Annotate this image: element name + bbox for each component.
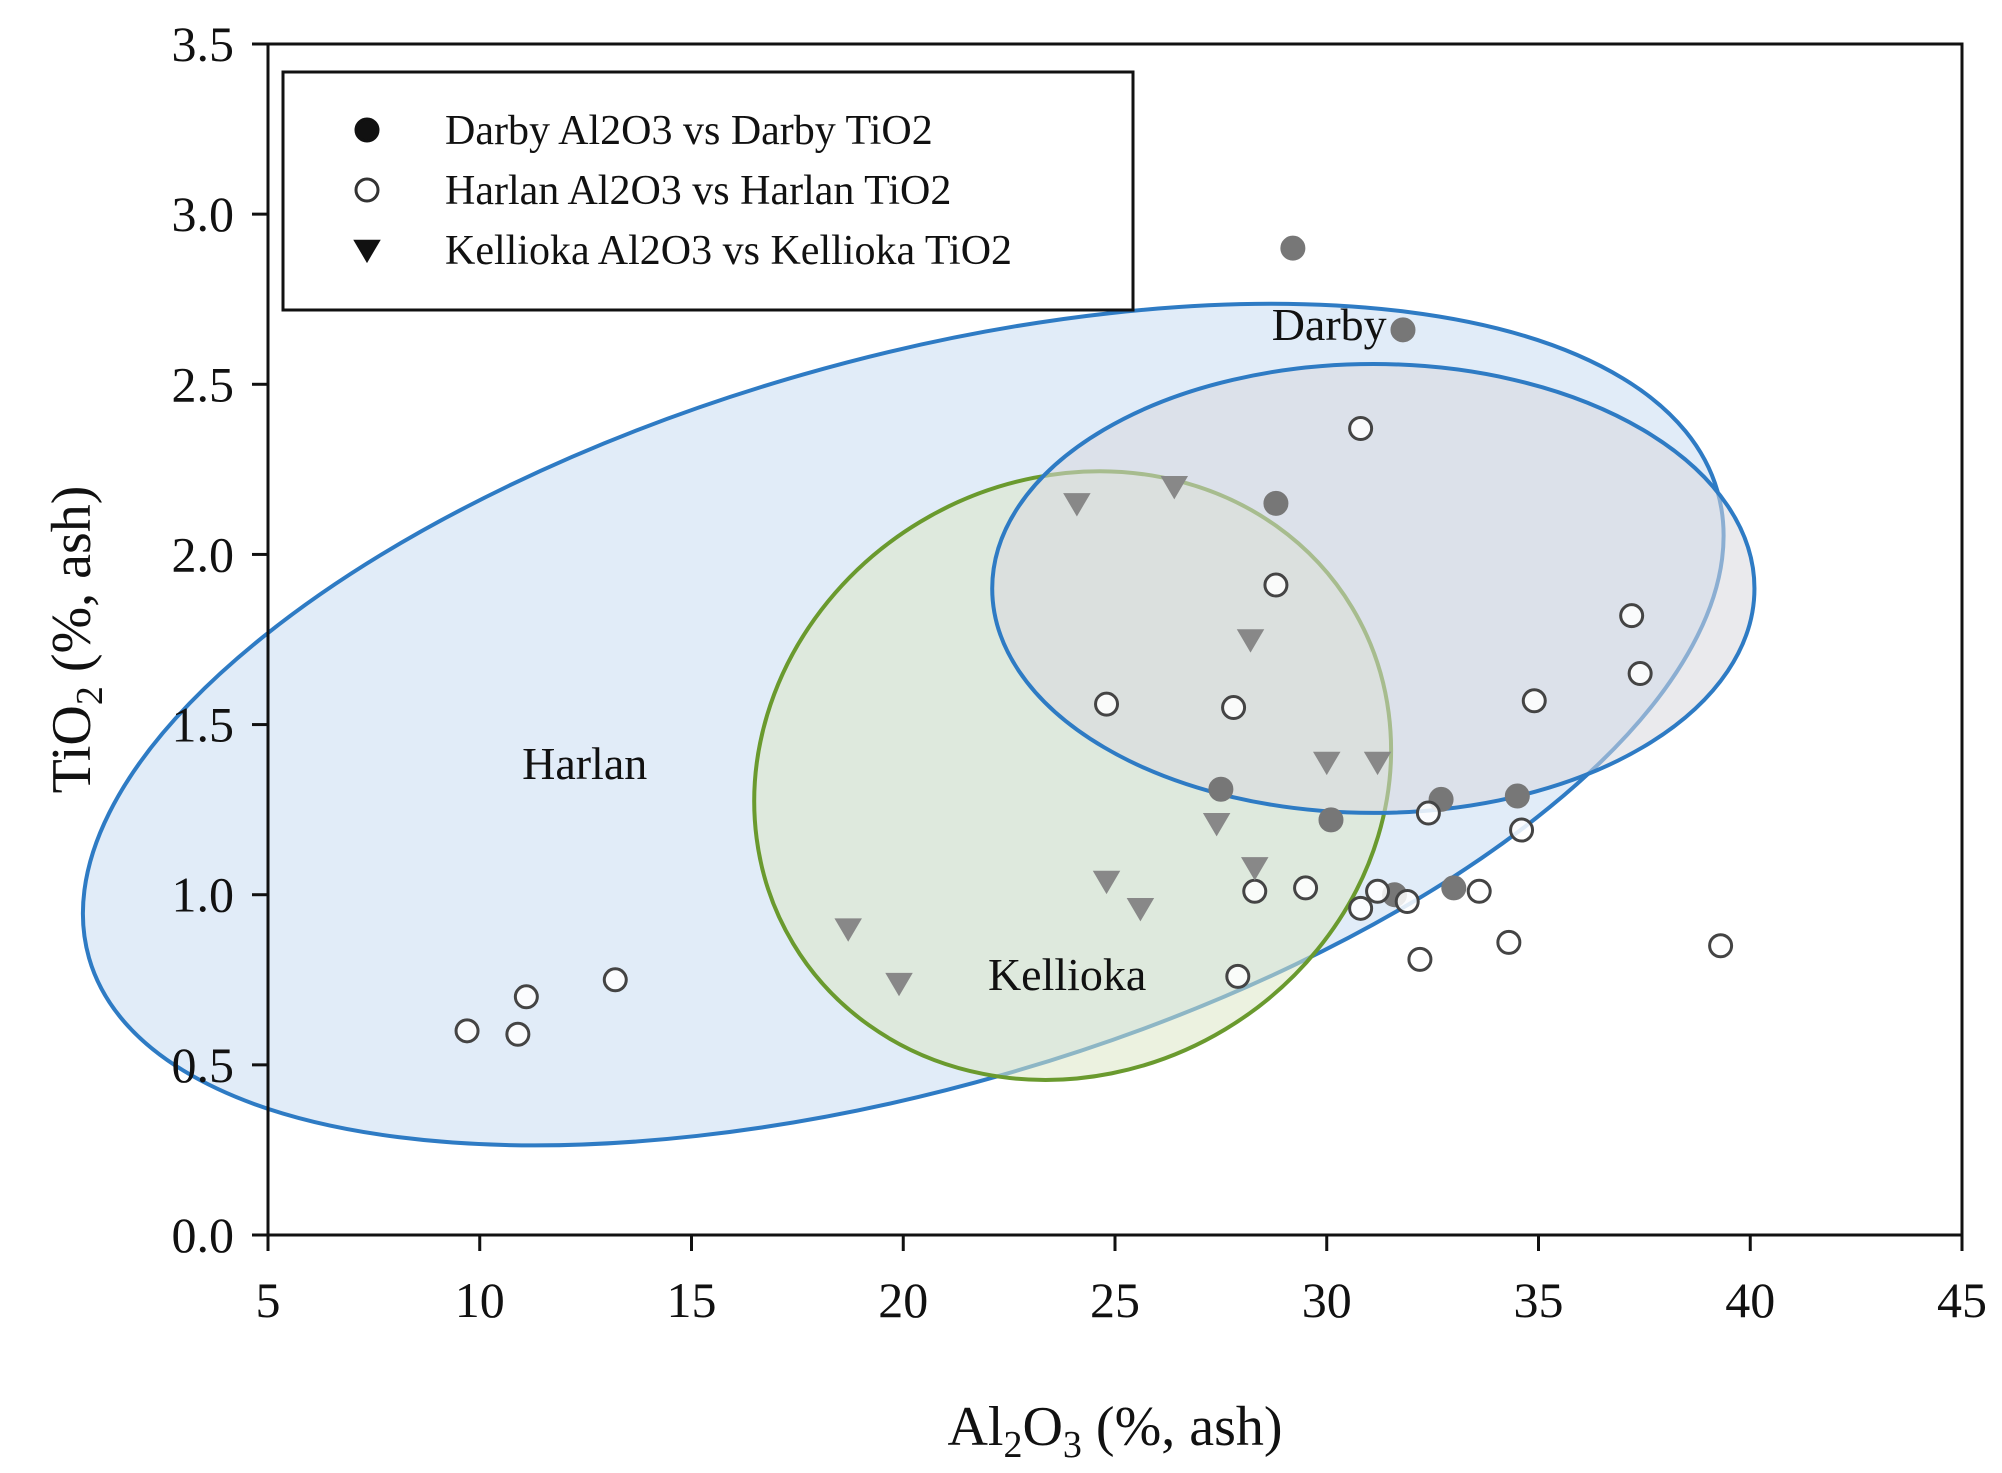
y-tick-label: 3.0: [172, 186, 235, 242]
legend-marker-darby: [354, 117, 380, 143]
point-harlan: [1094, 691, 1120, 717]
point-darby: [1280, 235, 1306, 261]
legend-item-kellioka: Kellioka Al2O3 vs Kellioka TiO2: [353, 228, 1012, 274]
region-ellipses: [80, 301, 1757, 1148]
point-harlan: [1407, 946, 1433, 972]
region-ellipse-darby: [990, 362, 1757, 815]
point-darby: [1263, 490, 1289, 516]
data-points: [454, 235, 1734, 1047]
point-darby: [1390, 317, 1416, 343]
point-kellioka: [1241, 857, 1269, 881]
series-darby: [1208, 235, 1530, 908]
legend-box: [281, 70, 1135, 312]
x-tick-label: 10: [455, 1272, 505, 1328]
legend-item-harlan: Harlan Al2O3 vs Harlan TiO2: [354, 168, 951, 214]
point-kellioka: [834, 918, 862, 942]
point-harlan: [1221, 695, 1247, 721]
point-harlan: [1365, 878, 1391, 904]
point-kellioka: [1363, 751, 1392, 776]
point-kellioka: [885, 972, 913, 997]
point-kellioka: [1160, 476, 1189, 500]
y-tick-label: 0.0: [172, 1207, 235, 1263]
point-kellioka: [1092, 870, 1121, 895]
point-kellioka: [1063, 493, 1091, 517]
point-darby: [1208, 776, 1234, 802]
point-harlan: [1627, 661, 1653, 687]
legend-label-darby: Darby Al2O3 vs Darby TiO2: [445, 108, 933, 154]
point-darby: [1318, 807, 1344, 833]
x-tick-label: 40: [1725, 1272, 1775, 1328]
x-tick-label: 35: [1514, 1272, 1564, 1328]
point-harlan: [1708, 933, 1734, 959]
point-harlan: [602, 967, 628, 993]
point-kellioka: [1236, 629, 1265, 653]
x-tick-label: 15: [667, 1272, 717, 1328]
point-harlan: [1394, 889, 1420, 915]
point-harlan: [1509, 817, 1535, 843]
point-kellioka: [1313, 751, 1341, 776]
x-tick-label: 45: [1937, 1272, 1987, 1328]
x-tick-label: 30: [1302, 1272, 1352, 1328]
point-harlan: [454, 1018, 480, 1044]
point-kellioka: [1202, 812, 1231, 837]
legend: Darby Al2O3 vs Darby TiO2 Harlan Al2O3 vs…: [281, 70, 1135, 312]
x-tick-label: 25: [1090, 1272, 1140, 1328]
x-axis-title: Al2O3 (%, ash): [947, 1396, 1282, 1466]
point-darby: [1504, 783, 1530, 809]
point-harlan: [1242, 878, 1268, 904]
point-harlan: [1496, 929, 1522, 955]
region-label-kellioka: Kellioka: [988, 949, 1146, 1000]
legend-item-darby: Darby Al2O3 vs Darby TiO2: [354, 108, 933, 154]
point-harlan: [1415, 800, 1441, 826]
y-tick-label: 3.5: [172, 16, 235, 72]
series-kellioka: [834, 476, 1392, 997]
x-tick-label: 5: [256, 1272, 281, 1328]
legend-marker-kellioka: [353, 239, 381, 264]
region-label-darby: Darby: [1272, 299, 1387, 350]
point-harlan: [1225, 963, 1251, 989]
y-tick-label: 1.0: [172, 867, 235, 923]
legend-label-harlan: Harlan Al2O3 vs Harlan TiO2: [445, 168, 951, 214]
point-harlan: [1348, 895, 1374, 921]
point-harlan: [1348, 416, 1374, 442]
x-tick-label: 20: [878, 1272, 928, 1328]
axis-ticks: 5 10 15 20 25 30 35 40 45 0.0 0.5 1.0 1.5 2.0 2.5 3.0 3.…: [172, 16, 1988, 1328]
legend-marker-harlan: [354, 177, 380, 203]
legend-items: Darby Al2O3 vs Darby TiO2 Harlan Al2O3 vs…: [353, 108, 1012, 274]
point-kellioka: [1126, 898, 1155, 922]
point-harlan: [1619, 603, 1645, 629]
y-tick-label: 0.5: [172, 1037, 235, 1093]
point-harlan: [505, 1021, 531, 1047]
point-darby: [1441, 875, 1467, 901]
point-harlan: [513, 984, 539, 1010]
region-label-harlan: Harlan: [522, 738, 647, 789]
y-tick-label: 2.0: [172, 526, 235, 582]
y-tick-label: 2.5: [172, 356, 235, 412]
legend-label-kellioka: Kellioka Al2O3 vs Kellioka TiO2: [445, 228, 1012, 274]
point-harlan: [1521, 688, 1547, 714]
y-tick-label: 1.5: [172, 697, 235, 753]
y-axis-title: TiO2 (%, ash): [41, 486, 111, 794]
point-harlan: [1293, 875, 1319, 901]
point-harlan: [1263, 572, 1289, 598]
point-harlan: [1466, 878, 1492, 904]
series-harlan: [454, 416, 1734, 1047]
